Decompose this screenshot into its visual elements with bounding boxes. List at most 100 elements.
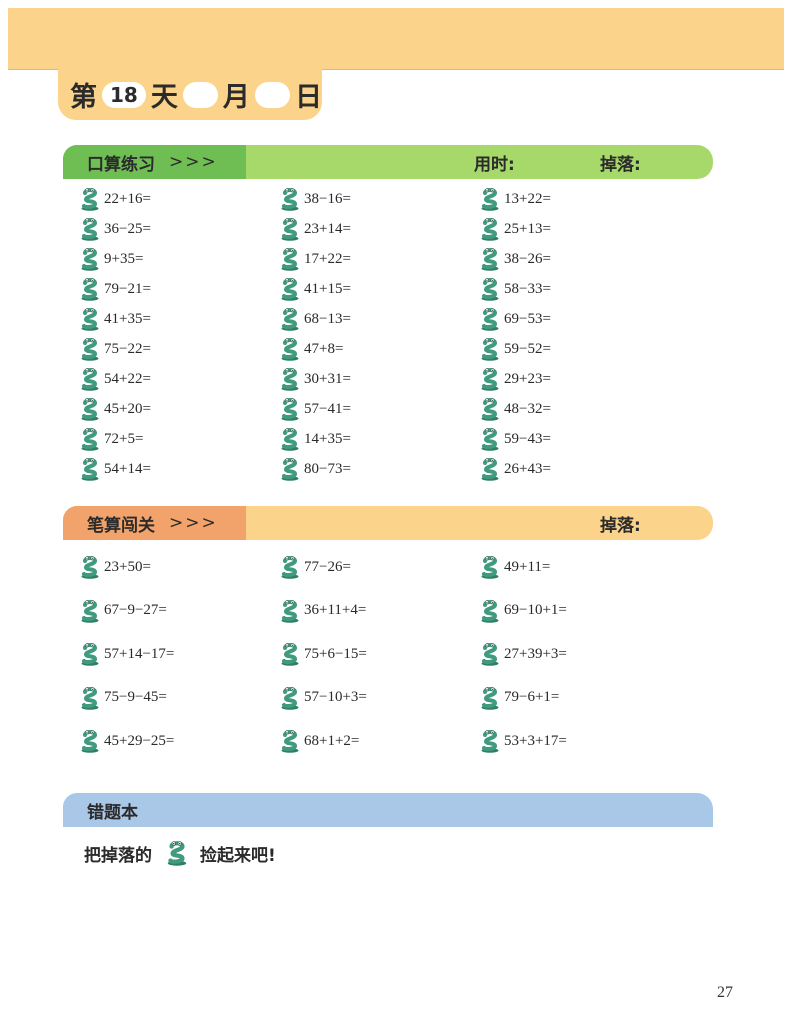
problem-item[interactable]: 22+16=: [80, 187, 151, 211]
problem-item[interactable]: 9+35=: [80, 247, 143, 271]
problem-text: 59−43=: [504, 430, 551, 447]
problem-item[interactable]: 41+15=: [280, 277, 351, 301]
problem-item[interactable]: 77−26=: [280, 555, 351, 579]
problem-text: 75−9−45=: [104, 689, 167, 705]
problem-item[interactable]: 48−32=: [480, 397, 551, 421]
problem-item[interactable]: 47+8=: [280, 337, 343, 361]
frog-icon: [280, 555, 300, 579]
problem-text: 22+16=: [104, 190, 151, 207]
problem-text: 79−6+1=: [504, 689, 560, 705]
problem-text: 77−26=: [304, 558, 351, 575]
frog-icon: [480, 187, 500, 211]
frog-icon: [480, 307, 500, 331]
frog-icon: [80, 457, 100, 481]
problem-item[interactable]: 36−25=: [80, 217, 151, 241]
problem-text: 68+1+2=: [304, 732, 360, 749]
problem-item[interactable]: 30+31=: [280, 367, 351, 391]
frog-icon: [480, 457, 500, 481]
frog-icon: [280, 642, 300, 666]
problem-item[interactable]: 29+23=: [480, 367, 551, 391]
problem-text: 75−22=: [104, 340, 151, 357]
day-number: 18: [102, 81, 146, 108]
problem-text: 45+29−25=: [104, 732, 175, 749]
frog-icon: [280, 686, 300, 710]
problem-item[interactable]: 57−41=: [280, 397, 351, 421]
problem-item[interactable]: 53+3+17=: [480, 729, 567, 753]
frog-icon: [80, 397, 100, 421]
problem-text: 79−21=: [104, 280, 151, 297]
frog-icon: [280, 277, 300, 301]
problem-item[interactable]: 13+22=: [480, 187, 551, 211]
problem-item[interactable]: 58−33=: [480, 277, 551, 301]
day-suffix: 天: [150, 82, 178, 113]
problem-text: 26+43=: [504, 460, 551, 477]
frog-icon: [480, 277, 500, 301]
frog-icon: [280, 729, 300, 753]
problem-item[interactable]: 72+5=: [80, 427, 143, 451]
problem-text: 41+35=: [104, 310, 151, 327]
problem-item[interactable]: 59−43=: [480, 427, 551, 451]
oral-arrows: >>>: [169, 152, 218, 172]
frog-icon: [280, 337, 300, 361]
problem-item[interactable]: 69−10+1=: [480, 599, 567, 623]
time-used-label: 用时:: [474, 154, 515, 175]
written-drop-label: 掉落:: [600, 515, 641, 536]
problem-item[interactable]: 25+13=: [480, 217, 551, 241]
problem-item[interactable]: 69−53=: [480, 307, 551, 331]
problem-item[interactable]: 45+20=: [80, 397, 151, 421]
problem-item[interactable]: 38−26=: [480, 247, 551, 271]
problem-text: 57−41=: [304, 400, 351, 417]
frog-icon: [80, 367, 100, 391]
problem-item[interactable]: 68+1+2=: [280, 729, 359, 753]
problem-item[interactable]: 26+43=: [480, 457, 551, 481]
problem-item[interactable]: 23+14=: [280, 217, 351, 241]
problem-item[interactable]: 36+11+4=: [280, 599, 366, 623]
problem-item[interactable]: 23+50=: [80, 555, 151, 579]
problem-text: 54+22=: [104, 370, 151, 387]
problem-text: 68−13=: [304, 310, 351, 327]
problem-text: 23+50=: [104, 558, 151, 575]
problem-item[interactable]: 57+14−17=: [80, 642, 174, 666]
frog-icon: [280, 457, 300, 481]
month-label: 月: [222, 82, 250, 113]
frog-icon: [480, 729, 500, 753]
collect-text-before: 把掉落的: [84, 845, 152, 866]
problem-item[interactable]: 57−10+3=: [280, 686, 367, 710]
problem-item[interactable]: 59−52=: [480, 337, 551, 361]
problem-item[interactable]: 49+11=: [480, 555, 550, 579]
frog-icon: [480, 599, 500, 623]
frog-icon: [280, 599, 300, 623]
oral-drop-label: 掉落:: [600, 154, 641, 175]
frog-icon: [480, 217, 500, 241]
mistakes-book-title: 错题本: [87, 802, 138, 823]
problem-item[interactable]: 41+35=: [80, 307, 151, 331]
problem-text: 57+14−17=: [104, 645, 175, 662]
problem-item[interactable]: 75−22=: [80, 337, 151, 361]
date-blank[interactable]: [254, 81, 290, 108]
problem-item[interactable]: 14+35=: [280, 427, 351, 451]
written-challenge-title: 笔算闯关: [87, 515, 155, 536]
problem-item[interactable]: 27+39+3=: [480, 642, 567, 666]
problem-item[interactable]: 79−21=: [80, 277, 151, 301]
problem-text: 36+11+4=: [304, 602, 367, 618]
problem-text: 45+20=: [104, 400, 151, 417]
problem-item[interactable]: 75−9−45=: [80, 686, 167, 710]
frog-icon: [480, 427, 500, 451]
problem-item[interactable]: 45+29−25=: [80, 729, 174, 753]
problem-item[interactable]: 54+14=: [80, 457, 151, 481]
problem-item[interactable]: 75+6−15=: [280, 642, 367, 666]
problem-text: 53+3+17=: [504, 732, 567, 749]
problem-item[interactable]: 54+22=: [80, 367, 151, 391]
problem-item[interactable]: 79−6+1=: [480, 686, 559, 710]
problem-text: 30+31=: [304, 370, 351, 387]
problem-item[interactable]: 67−9−27=: [80, 599, 167, 623]
problem-item[interactable]: 80−73=: [280, 457, 351, 481]
problem-item[interactable]: 68−13=: [280, 307, 351, 331]
date-label: 日: [295, 82, 322, 113]
month-blank[interactable]: [182, 81, 218, 108]
problem-item[interactable]: 17+22=: [280, 247, 351, 271]
problem-text: 57−10+3=: [304, 689, 367, 705]
frog-icon: [280, 307, 300, 331]
page-number: 27: [717, 984, 733, 1001]
problem-item[interactable]: 38−16=: [280, 187, 351, 211]
